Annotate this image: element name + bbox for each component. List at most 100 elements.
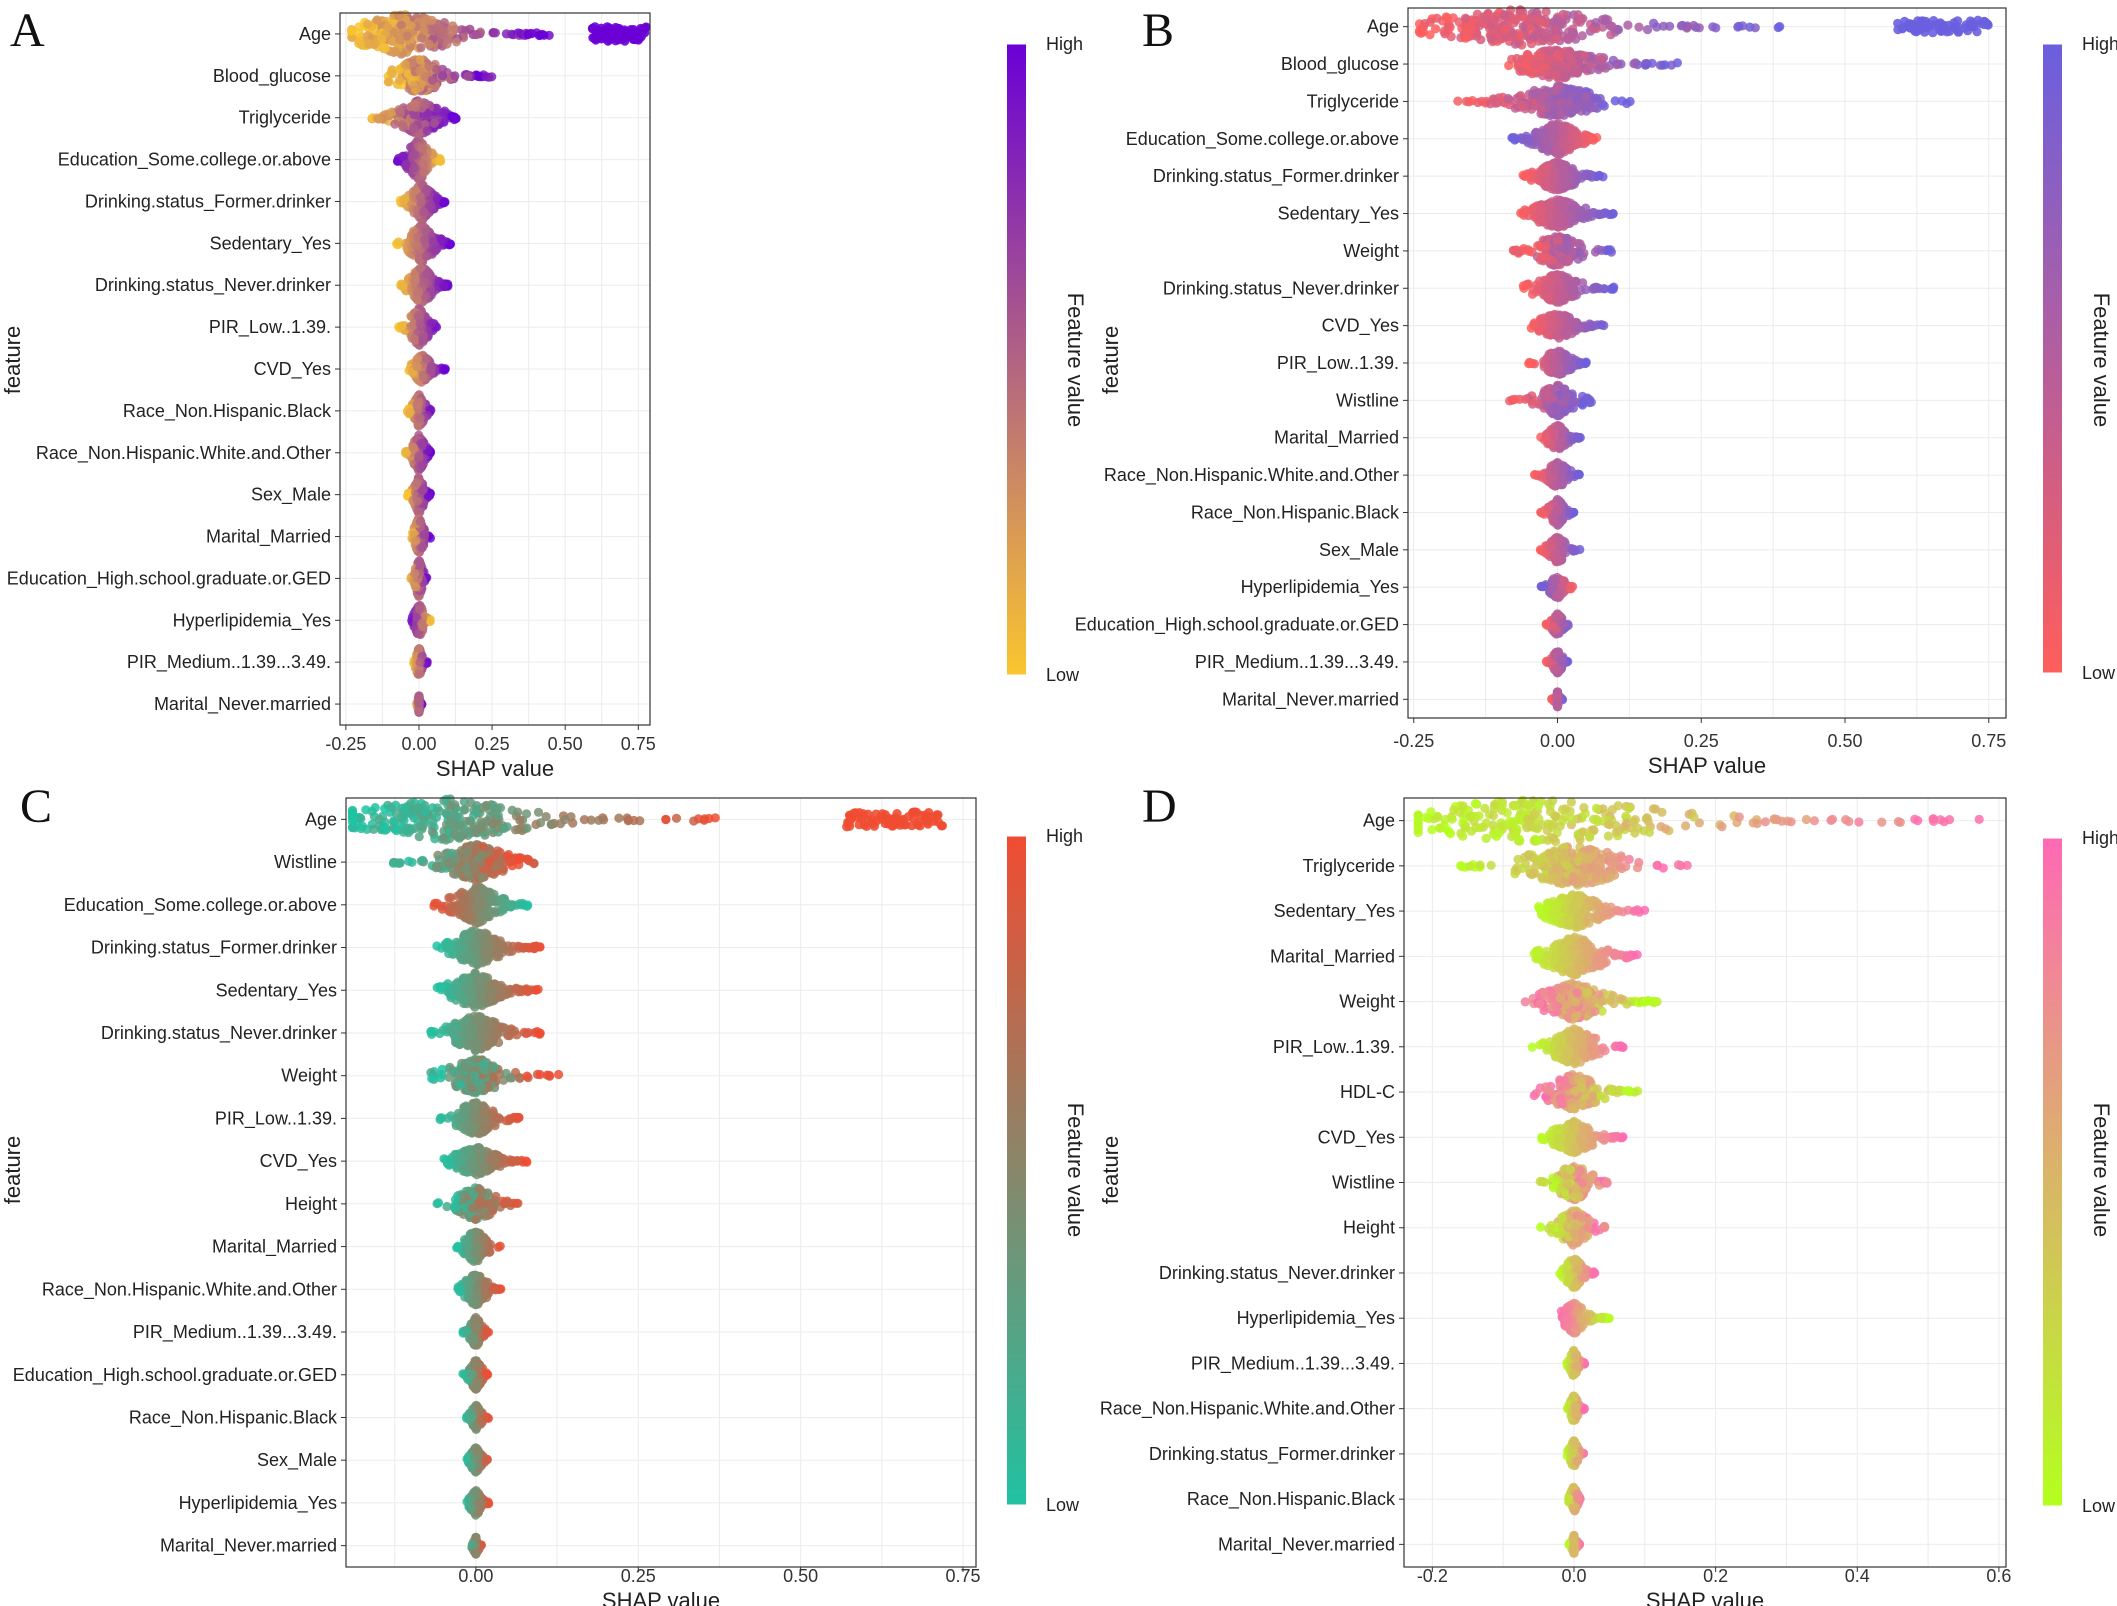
shap-point <box>1472 9 1482 19</box>
x-tick-label: 0.50 <box>548 734 583 754</box>
shap-point <box>347 26 357 36</box>
shap-point <box>1591 93 1601 103</box>
feature-label: Blood_glucose <box>213 66 331 87</box>
shap-point <box>1473 97 1483 108</box>
shap-point <box>628 28 639 38</box>
shap-point <box>1600 63 1611 73</box>
feature-label: Sex_Male <box>251 485 331 506</box>
panel-B: B AgeBlood_glucoseTriglycerideEducation_S… <box>1075 4 2117 778</box>
shap-point <box>1565 123 1576 133</box>
feature-label: Age <box>1367 17 1399 37</box>
shap-point <box>1610 96 1620 106</box>
shap-point <box>1542 67 1552 77</box>
shap-point <box>1572 93 1582 103</box>
shap-point <box>422 269 432 279</box>
shap-point <box>383 77 393 87</box>
shap-point <box>1553 49 1563 59</box>
shap-point <box>1606 30 1616 40</box>
shap-point <box>403 69 413 79</box>
feature-swarm <box>367 96 461 139</box>
shap-point <box>347 32 357 42</box>
shap-point <box>438 71 448 81</box>
feature-swarm <box>392 220 456 267</box>
shap-point <box>419 207 429 217</box>
shap-point <box>425 201 435 211</box>
shap-point <box>417 441 427 451</box>
shap-point <box>413 496 423 506</box>
shap-point <box>413 310 424 320</box>
shap-point <box>1775 22 1785 32</box>
legend-high-label: High <box>1046 34 1083 54</box>
shap-point <box>487 72 497 82</box>
shap-point <box>390 47 400 57</box>
shap-point <box>1534 217 1544 227</box>
panel-letter: A <box>10 4 45 57</box>
shap-point <box>398 151 408 161</box>
shap-point <box>1543 145 1553 155</box>
feature-label: Marital_Married <box>206 527 331 548</box>
shap-point <box>416 197 426 207</box>
shap-point <box>1562 105 1572 115</box>
shap-point <box>419 235 429 245</box>
shap-point <box>409 123 419 134</box>
shap-point <box>416 43 426 53</box>
shap-point <box>1554 218 1565 228</box>
shap-point <box>1509 133 1519 143</box>
feature-label: Sedentary_Yes <box>1278 204 1399 225</box>
feature-swarm <box>392 135 446 184</box>
shap-point <box>426 25 436 35</box>
shap-point <box>593 30 603 41</box>
shap-point <box>393 237 404 247</box>
shap-point <box>1446 31 1456 42</box>
shap-point <box>1916 16 1926 26</box>
shap-point <box>1414 27 1425 37</box>
shap-point <box>1520 205 1530 215</box>
shap-point <box>417 33 427 43</box>
shap-point <box>411 536 421 546</box>
shap-point <box>415 517 425 527</box>
shap-point <box>427 318 437 328</box>
shap-point <box>440 364 450 374</box>
shap-point <box>435 156 445 166</box>
shap-point <box>1460 13 1470 23</box>
shap-point <box>410 102 420 112</box>
shap-point <box>1929 16 1939 26</box>
feature-label: Drinking.status_Former.drinker <box>85 191 331 212</box>
shap-point <box>418 372 428 383</box>
shap-point <box>408 442 418 452</box>
shap-point <box>415 604 425 614</box>
shap-point <box>397 120 407 130</box>
shap-point <box>1570 132 1580 142</box>
shap-point <box>440 106 450 116</box>
x-tick-label: 0.25 <box>475 734 510 754</box>
shap-point <box>417 103 427 113</box>
shap-point <box>1503 93 1513 104</box>
feature-label: Race_Non.Hispanic.Black <box>123 401 332 422</box>
shap-point <box>422 251 432 261</box>
shap-point <box>415 558 425 568</box>
shap-point <box>1665 21 1675 31</box>
shap-point <box>1580 91 1591 101</box>
shap-point <box>1540 28 1550 38</box>
shap-point <box>419 167 429 177</box>
shap-point <box>438 29 448 39</box>
shap-point <box>438 280 449 291</box>
shap-point <box>1596 209 1606 219</box>
shap-point <box>409 80 419 91</box>
shap-point <box>1551 144 1562 155</box>
feature-label: PIR_Medium..1.39...3.49. <box>127 652 331 673</box>
shap-point <box>1590 103 1600 113</box>
panel-A: A AgeBlood_glucoseTriglycerideEducation_S… <box>0 4 1088 781</box>
shap-point <box>395 34 405 44</box>
shap-point <box>400 193 410 203</box>
shap-point <box>400 60 410 70</box>
shap-point <box>1629 59 1639 69</box>
panel-letter: B <box>1142 4 1174 57</box>
shap-point <box>373 114 383 124</box>
shap-point <box>1516 100 1526 110</box>
shap-point <box>1520 171 1530 181</box>
shap-point <box>432 64 442 74</box>
shap-point <box>1734 21 1744 31</box>
shap-point <box>442 39 452 49</box>
shap-point <box>463 71 473 81</box>
